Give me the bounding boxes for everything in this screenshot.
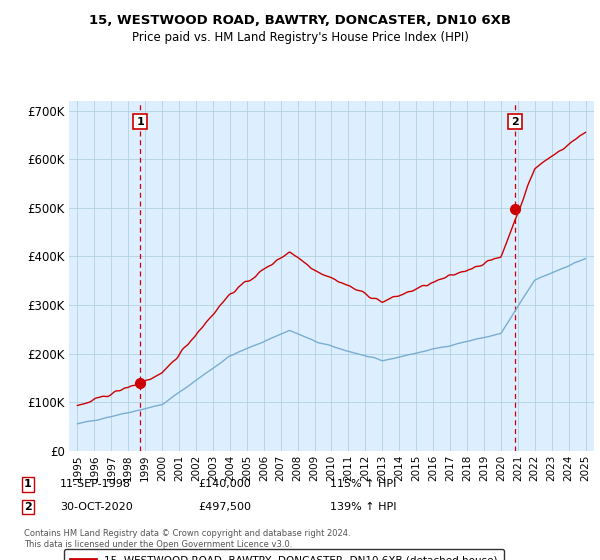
Text: 15, WESTWOOD ROAD, BAWTRY, DONCASTER, DN10 6XB: 15, WESTWOOD ROAD, BAWTRY, DONCASTER, DN… [89,14,511,27]
Text: 30-OCT-2020: 30-OCT-2020 [60,502,133,512]
Text: 139% ↑ HPI: 139% ↑ HPI [330,502,397,512]
Text: 11-SEP-1998: 11-SEP-1998 [60,479,131,489]
Text: Contains HM Land Registry data © Crown copyright and database right 2024.
This d: Contains HM Land Registry data © Crown c… [24,529,350,549]
Text: £497,500: £497,500 [198,502,251,512]
Text: 2: 2 [511,116,519,127]
Text: 2: 2 [24,502,32,512]
Text: £140,000: £140,000 [198,479,251,489]
Text: 1: 1 [136,116,144,127]
Text: 1: 1 [24,479,32,489]
Text: 115% ↑ HPI: 115% ↑ HPI [330,479,397,489]
Text: Price paid vs. HM Land Registry's House Price Index (HPI): Price paid vs. HM Land Registry's House … [131,31,469,44]
Legend: 15, WESTWOOD ROAD, BAWTRY, DONCASTER, DN10 6XB (detached house), HPI: Average pr: 15, WESTWOOD ROAD, BAWTRY, DONCASTER, DN… [64,549,504,560]
